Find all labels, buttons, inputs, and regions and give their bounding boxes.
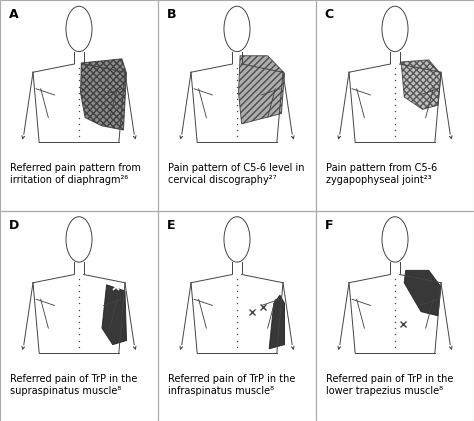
Ellipse shape bbox=[66, 6, 92, 52]
Text: Pain pattern from C5-6
zygapophyseal joint²³: Pain pattern from C5-6 zygapophyseal joi… bbox=[326, 163, 438, 185]
Text: Referred pain of TrP in the
infraspinatus muscle⁸: Referred pain of TrP in the infraspinatu… bbox=[168, 373, 295, 396]
Text: D: D bbox=[9, 219, 19, 232]
Text: Referred pain of TrP in the
supraspinatus muscle⁸: Referred pain of TrP in the supraspinatu… bbox=[10, 373, 137, 396]
Polygon shape bbox=[269, 295, 284, 349]
Polygon shape bbox=[238, 56, 284, 124]
Polygon shape bbox=[401, 60, 441, 109]
Ellipse shape bbox=[382, 217, 408, 262]
Ellipse shape bbox=[66, 217, 92, 262]
Polygon shape bbox=[404, 270, 441, 316]
Text: F: F bbox=[325, 219, 333, 232]
Text: B: B bbox=[166, 8, 176, 21]
Polygon shape bbox=[81, 59, 127, 130]
Text: A: A bbox=[9, 8, 18, 21]
Ellipse shape bbox=[224, 217, 250, 262]
Ellipse shape bbox=[382, 6, 408, 52]
Text: E: E bbox=[166, 219, 175, 232]
Ellipse shape bbox=[224, 6, 250, 52]
Text: Pain pattern of C5-6 level in
cervical discography²⁷: Pain pattern of C5-6 level in cervical d… bbox=[168, 163, 304, 185]
Polygon shape bbox=[102, 285, 127, 345]
Text: Referred pain of TrP in the
lower trapezius muscle⁸: Referred pain of TrP in the lower trapez… bbox=[326, 373, 454, 396]
Text: Referred pain pattern from
irritation of diaphragm²⁶: Referred pain pattern from irritation of… bbox=[10, 163, 141, 185]
Text: C: C bbox=[325, 8, 334, 21]
